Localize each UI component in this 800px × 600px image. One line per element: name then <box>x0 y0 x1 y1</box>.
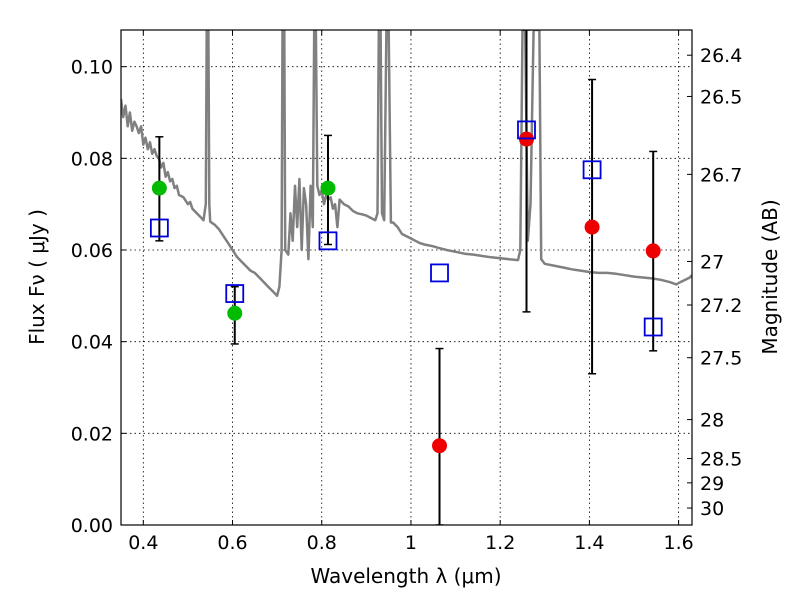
y-tick-label: 0.00 <box>71 515 113 537</box>
right-axis-ticks: 26.4 26.5 26.7 27 27.2 27.5 28 28.529 30 <box>687 45 742 520</box>
circle-marker <box>151 180 167 196</box>
square-marker <box>582 160 602 180</box>
plot-frame <box>120 29 693 526</box>
right-tick-label: 26.7 <box>700 164 742 186</box>
x-tick-label: 0.6 <box>217 532 247 554</box>
spectrum-line <box>121 30 692 298</box>
x-tick-label: 0.4 <box>128 532 158 554</box>
y-axis-label-left: Flux Fν ( μJy ) <box>25 209 49 345</box>
y-tick-label: 0.04 <box>71 332 113 354</box>
square-marker <box>225 284 245 303</box>
y-axis-ticks: 0.00 0.02 0.04 0.06 0.08 0.10 <box>71 57 126 537</box>
right-tick-label: 28 <box>700 410 724 432</box>
square-marker <box>517 120 536 140</box>
square-marker <box>430 263 449 283</box>
error-bars <box>155 30 658 525</box>
right-tick-label: 28.5 <box>700 449 742 471</box>
right-tick-label: 27.5 <box>700 348 742 370</box>
x-tick-label: 1.4 <box>574 532 604 554</box>
right-tick-label: 27.2 <box>700 295 742 317</box>
y-tick-label: 0.08 <box>71 148 113 170</box>
circle-marker <box>227 305 243 321</box>
square-marker <box>643 317 663 337</box>
right-tick-label: 26.4 <box>700 45 742 67</box>
circle-marker <box>432 438 448 454</box>
y-tick-label: 0.02 <box>71 423 113 445</box>
right-tick-label: 27 <box>700 251 724 273</box>
data-markers <box>149 120 663 454</box>
x-axis-ticks: 0.4 0.6 0.8 1 1.2 1.4 1.6 <box>128 30 694 554</box>
x-tick-label: 1.6 <box>664 532 694 554</box>
y-axis-label-right: Magnitude (AB) <box>758 199 782 354</box>
y-tick-label: 0.06 <box>71 240 113 262</box>
right-tick-label: 30 <box>700 498 724 520</box>
x-tick-label: 1 <box>405 532 417 554</box>
circle-marker <box>584 219 600 235</box>
right-tick-label: 29 <box>700 473 724 495</box>
circle-marker <box>645 243 661 259</box>
x-axis-label: Wavelength λ (μm) <box>310 564 501 588</box>
circle-marker <box>320 180 336 196</box>
x-tick-label: 1.2 <box>485 532 515 554</box>
square-marker <box>149 218 169 238</box>
right-tick-label: 26.5 <box>700 86 742 108</box>
x-tick-label: 0.8 <box>307 532 337 554</box>
square-marker <box>318 231 338 251</box>
model-spectrum <box>121 30 692 298</box>
grid <box>121 30 692 526</box>
y-tick-label: 0.10 <box>71 57 113 79</box>
